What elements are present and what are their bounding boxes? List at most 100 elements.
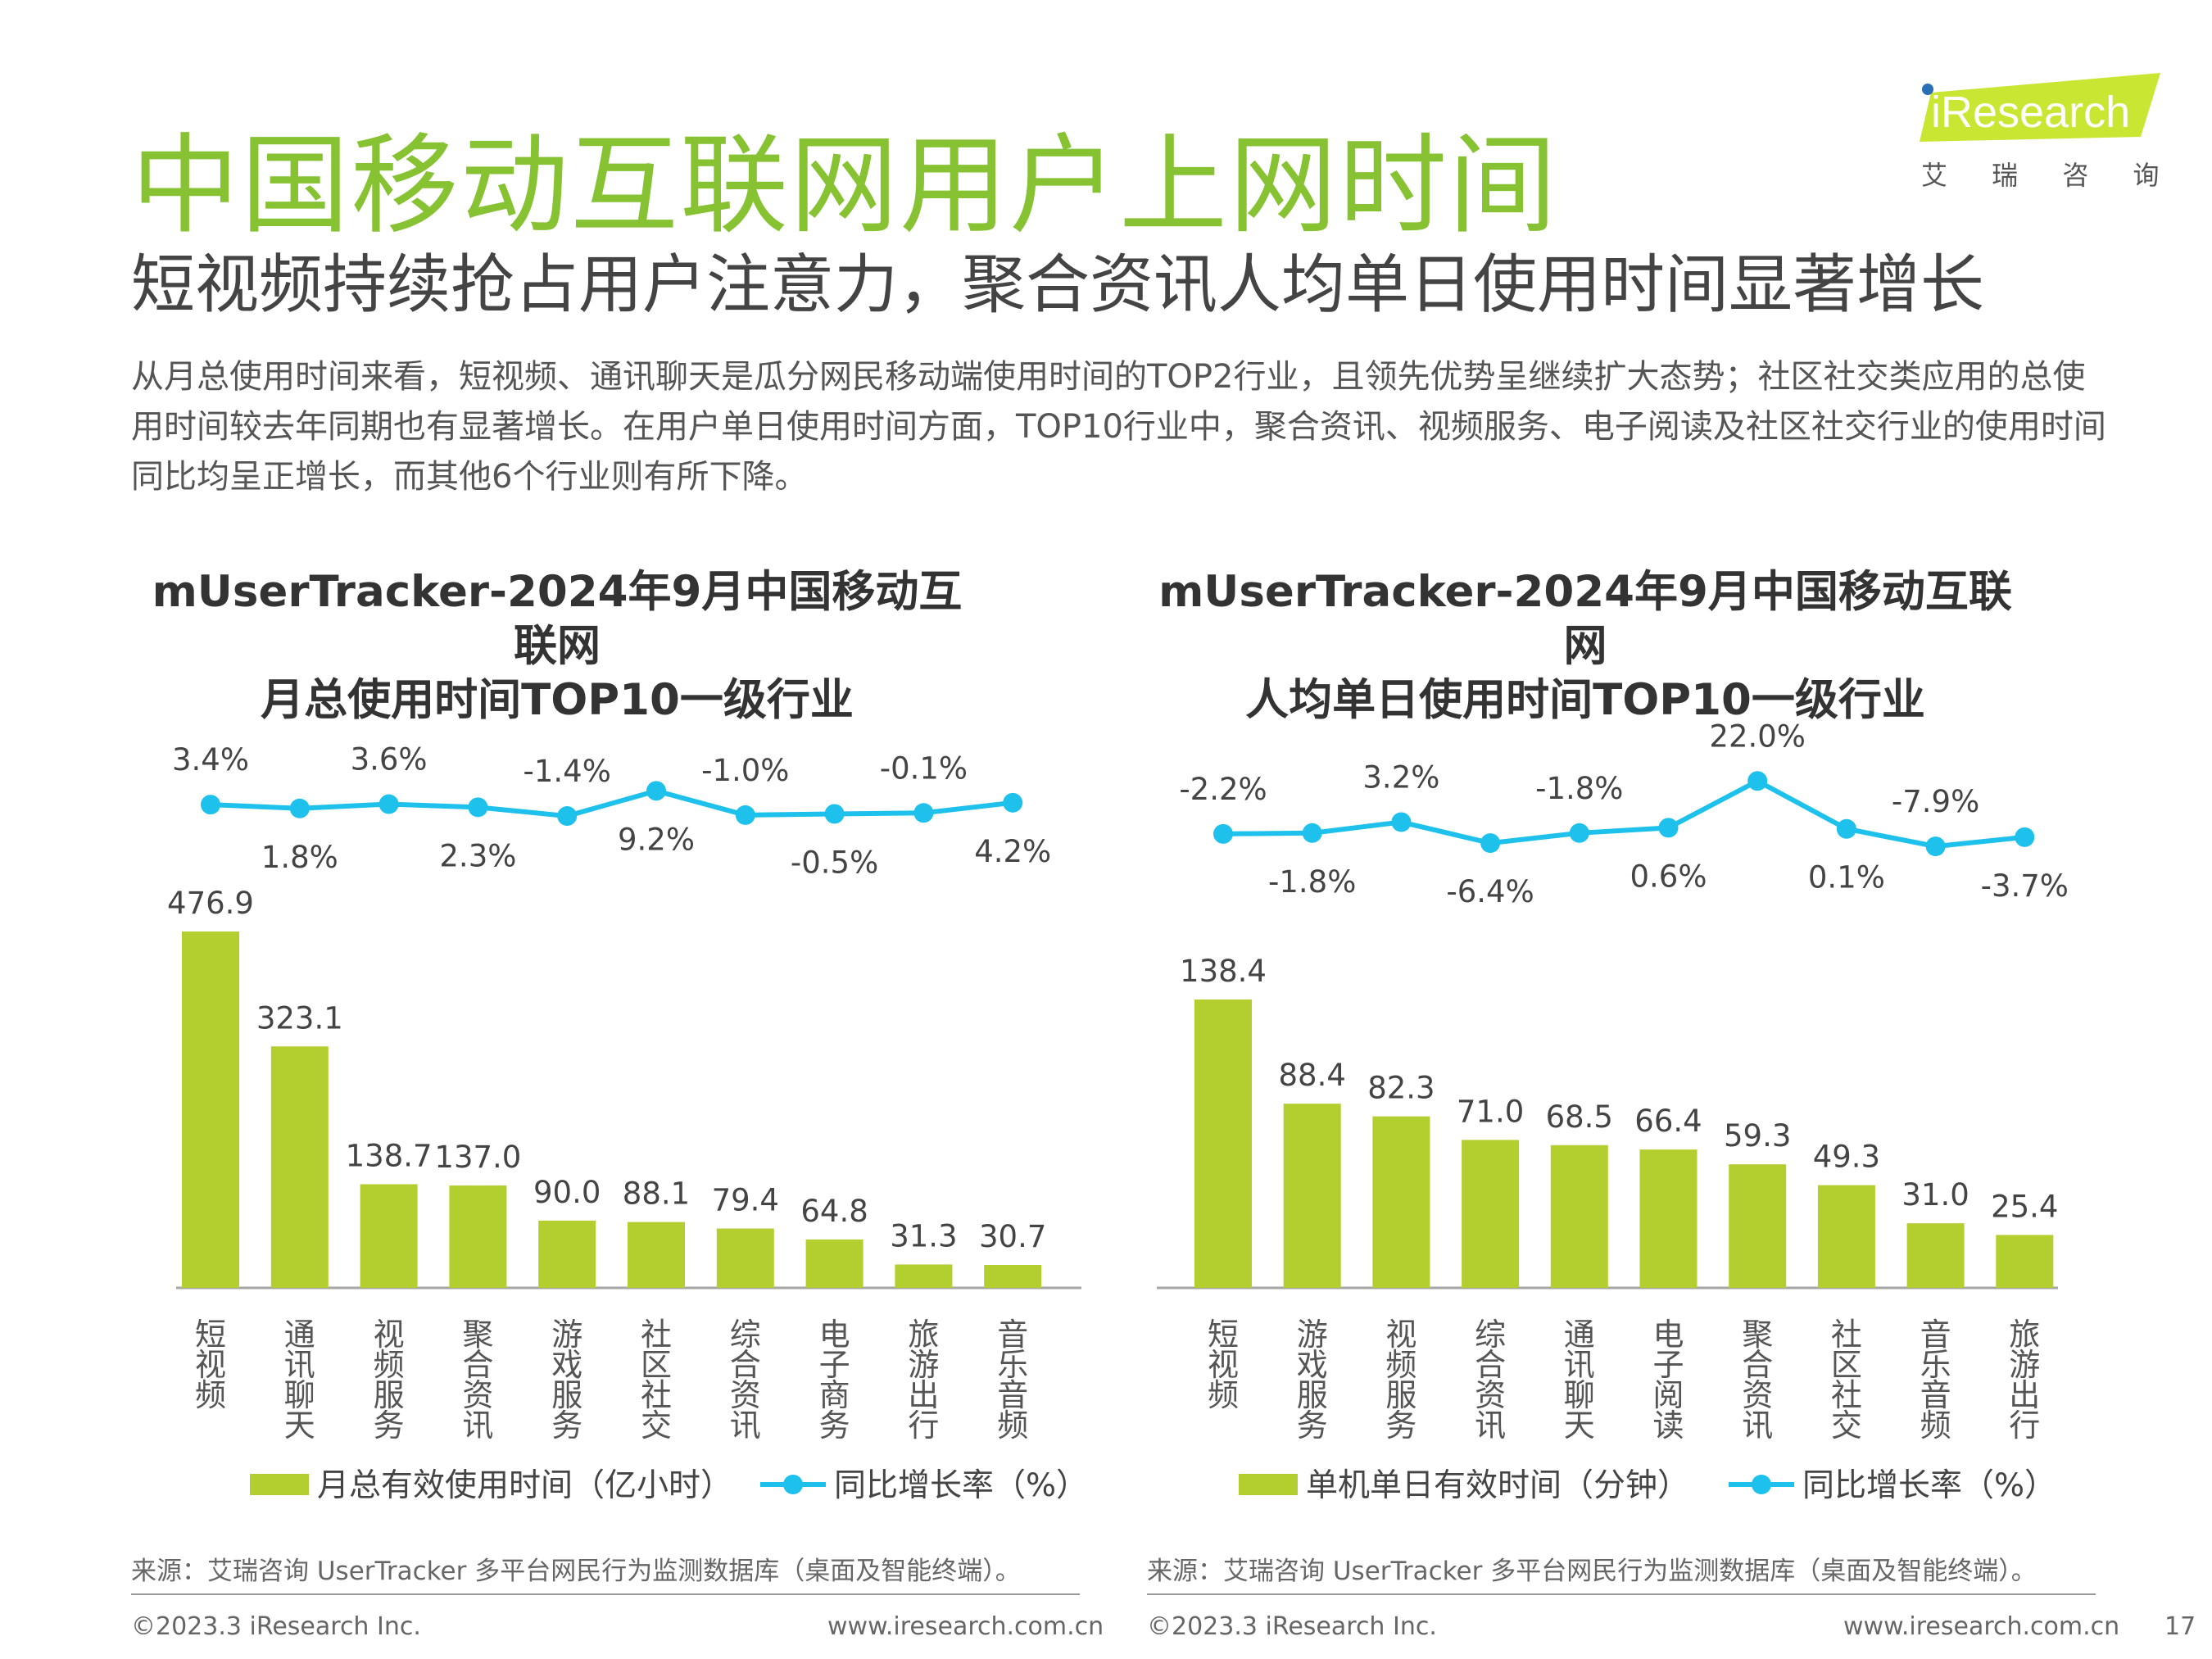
x-tick-label-6-0: 聚 [1742,1317,1773,1353]
x-tick-label-5-3: 交 [641,1407,672,1444]
x-tick-label-7-2: 社 [1831,1377,1862,1413]
bar-1 [1283,1104,1341,1288]
x-tick-label-4-1: 戏 [551,1347,582,1383]
x-tick-label-2-1: 频 [1385,1347,1416,1383]
x-tick-label-5-2: 阅 [1652,1377,1684,1413]
x-tick-label-5-2: 社 [641,1377,672,1413]
x-tick-label-7-1: 子 [819,1347,850,1383]
x-tick-label-4-2: 聊 [1564,1377,1595,1413]
x-tick-label-1-1: 戏 [1297,1347,1328,1383]
x-tick-label-6-3: 讯 [1742,1407,1773,1444]
x-tick-label-4-0: 游 [551,1317,582,1353]
bar-9 [984,1264,1042,1288]
line-point-4 [1569,823,1589,843]
growth-rate-line [210,788,1013,819]
legend-line-marker [783,1475,803,1494]
bar-label-7: 64.8 [800,1194,868,1229]
x-tick-label-1-2: 聊 [284,1377,315,1413]
bar-label-0: 138.4 [1180,954,1267,989]
bar-5 [628,1222,685,1288]
x-tick-label-0-2: 频 [1208,1377,1239,1413]
bar-4 [538,1220,596,1288]
x-tick-label-1-0: 游 [1297,1317,1328,1353]
chart1-source: 来源：艾瑞咨询 UserTracker 多平台网民行为监测数据库（桌面及智能终端… [131,1557,1021,1586]
x-tick-label-2-2: 服 [374,1377,405,1413]
logo-banner [1920,73,2160,142]
x-tick-label-5-0: 电 [1652,1317,1684,1353]
line-point-2 [1391,812,1412,832]
x-tick-label-2-0: 视 [1385,1317,1416,1353]
x-tick-label-2-3: 务 [374,1407,405,1444]
bar-3 [449,1185,507,1288]
line-label-2: 3.6% [351,742,428,777]
x-tick-label-1-2: 服 [1297,1377,1328,1413]
bar-7 [805,1239,863,1288]
x-tick-label-9-1: 乐 [997,1347,1028,1383]
x-tick-label-7-3: 交 [1831,1407,1862,1444]
line-point-8 [913,803,934,823]
x-tick-label-6-2: 资 [730,1377,761,1413]
bar-label-9: 30.7 [979,1219,1046,1254]
line-point-4 [557,806,578,827]
chart1-title: mUserTracker-2024年9月中国移动互联网 月总使用时间TOP10一… [147,565,967,728]
x-tick-label-0-0: 短 [1208,1317,1239,1353]
x-tick-label-9-0: 音 [997,1317,1028,1353]
line-label-9: 4.2% [974,834,1051,869]
x-tick-label-5-1: 区 [641,1347,672,1383]
x-tick-label-4-3: 务 [551,1407,582,1444]
line-label-4: -1.4% [524,754,611,789]
line-label-5: 0.6% [1630,859,1707,894]
line-label-9: -3.7% [1981,868,2069,904]
bar-label-6: 79.4 [712,1183,779,1218]
chart1-title-line1: mUserTracker-2024年9月中国移动互联网 [152,567,963,671]
x-tick-label-4-0: 通 [1564,1317,1595,1353]
bar-2 [360,1184,418,1288]
x-tick-label-2-2: 服 [1385,1377,1416,1413]
line-point-7 [824,804,845,824]
x-tick-label-7-3: 务 [819,1407,850,1444]
bar-0 [182,931,239,1288]
x-tick-label-6-3: 讯 [730,1407,761,1444]
line-point-6 [1747,771,1768,791]
logo-dot [1922,84,1933,95]
bar-label-3: 137.0 [434,1140,521,1175]
source-divider-right [1147,1593,2096,1595]
x-tick-label-4-3: 天 [1564,1407,1595,1444]
line-label-0: -2.2% [1179,772,1267,807]
footer-copyright-right: ©2023.3 iResearch Inc. [1147,1612,1437,1641]
line-point-0 [1213,823,1233,844]
line-label-5: 9.2% [618,822,695,857]
x-tick-label-4-2: 服 [551,1377,582,1413]
x-tick-label-9-2: 出 [2009,1377,2040,1413]
bar-3 [1462,1140,1520,1288]
x-tick-label-9-3: 行 [2009,1407,2040,1444]
x-tick-label-7-1: 区 [1831,1347,1862,1383]
x-tick-label-5-0: 社 [641,1317,672,1353]
x-tick-label-1-1: 讯 [284,1347,315,1383]
legend-line-marker [1752,1475,1771,1494]
bar-8 [1906,1223,1965,1288]
line-point-9 [2015,827,2035,847]
x-tick-label-0-1: 视 [1208,1347,1239,1383]
line-point-3 [1480,833,1501,854]
x-tick-label-3-0: 聚 [462,1317,493,1353]
growth-rate-line [1222,777,2025,850]
x-tick-label-2-1: 频 [374,1347,405,1383]
legend-bar-label: 月总有效使用时间（亿小时） [317,1467,732,1504]
line-point-7 [1836,818,1856,839]
line-label-7: -0.5% [791,845,878,880]
x-tick-label-8-0: 旅 [908,1317,939,1353]
chart1-title-line2: 月总使用时间TOP10一级行业 [261,675,854,725]
chart2-title: mUserTracker-2024年9月中国移动互联网 人均单日使用时间TOP1… [1155,565,2015,728]
x-tick-label-3-2: 资 [1475,1377,1506,1413]
line-point-0 [201,795,220,815]
bar-label-5: 66.4 [1634,1104,1702,1139]
bar-label-2: 138.7 [346,1138,433,1173]
footer-url-right: www.iresearch.com.cn [1843,1612,2120,1641]
line-point-8 [1925,836,1946,857]
page-subtitle: 短视频持续抢占用户注意力，聚合资讯人均单日使用时间显著增长 [131,248,1985,322]
x-tick-label-8-3: 行 [908,1407,939,1444]
chart2-source: 来源：艾瑞咨询 UserTracker 多平台网民行为监测数据库（桌面及智能终端… [1147,1557,2037,1586]
bar-label-4: 90.0 [533,1175,601,1210]
line-point-6 [735,805,755,825]
